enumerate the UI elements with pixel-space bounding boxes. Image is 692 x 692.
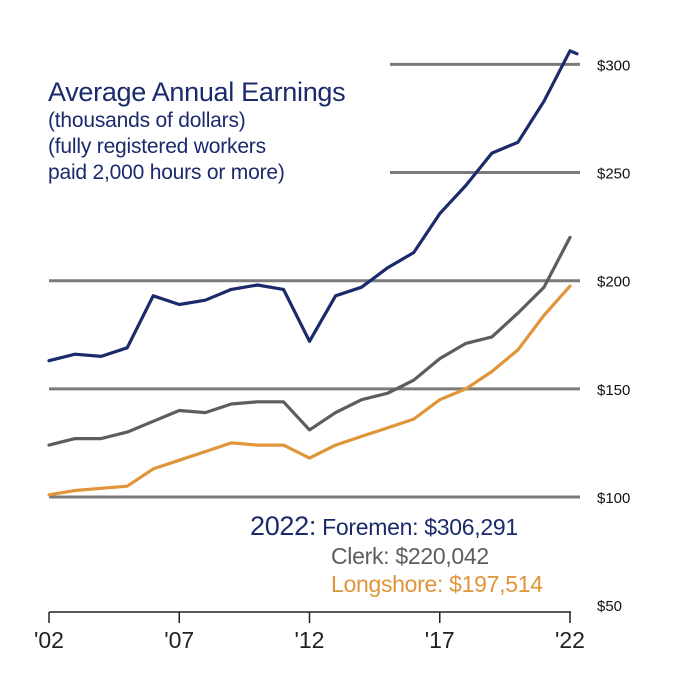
annotation-year: 2022: bbox=[250, 511, 317, 541]
x-tick-label: '02 bbox=[34, 627, 64, 653]
y-axis-labels: $50 $100 $150 $200 $250 $300 bbox=[597, 57, 630, 615]
foremen-value-label: Foremen: $306,291 bbox=[322, 514, 518, 540]
chart-title: Average Annual Earnings bbox=[48, 77, 346, 107]
series-line-foremen bbox=[47, 49, 579, 363]
x-tick-label: '17 bbox=[425, 627, 455, 653]
y-tick-label: $100 bbox=[597, 490, 630, 507]
chart-subtitle-line-3: paid 2,000 hours or more) bbox=[48, 161, 285, 184]
series-lines bbox=[47, 49, 579, 497]
clerk-value-label: Clerk: $220,042 bbox=[331, 543, 489, 569]
x-tick-label: '12 bbox=[295, 627, 325, 653]
gridlines bbox=[49, 62, 580, 499]
longshore-value-label: Longshore: $197,514 bbox=[331, 571, 543, 597]
foremen-annotation: 2022: Foremen: $306,291 bbox=[250, 512, 518, 542]
y-tick-label: $200 bbox=[597, 274, 630, 291]
y-tick-label: $250 bbox=[597, 166, 630, 183]
x-tick-label: '22 bbox=[555, 627, 585, 653]
chart-subtitle-line-2: (fully registered workers bbox=[48, 135, 266, 158]
x-axis: '02 '07 '12 '17 '22 bbox=[34, 611, 585, 653]
series-line-clerk bbox=[47, 235, 572, 447]
series-line-longshore bbox=[47, 284, 572, 497]
chart-subtitle-line-1: (thousands of dollars) bbox=[48, 109, 246, 132]
y-tick-label: $50 bbox=[597, 598, 622, 615]
x-tick-label: '07 bbox=[164, 627, 194, 653]
y-tick-label: $150 bbox=[597, 382, 630, 399]
chart-title-block: Average Annual Earnings (thousands of do… bbox=[48, 76, 346, 186]
y-tick-label: $300 bbox=[597, 57, 630, 74]
